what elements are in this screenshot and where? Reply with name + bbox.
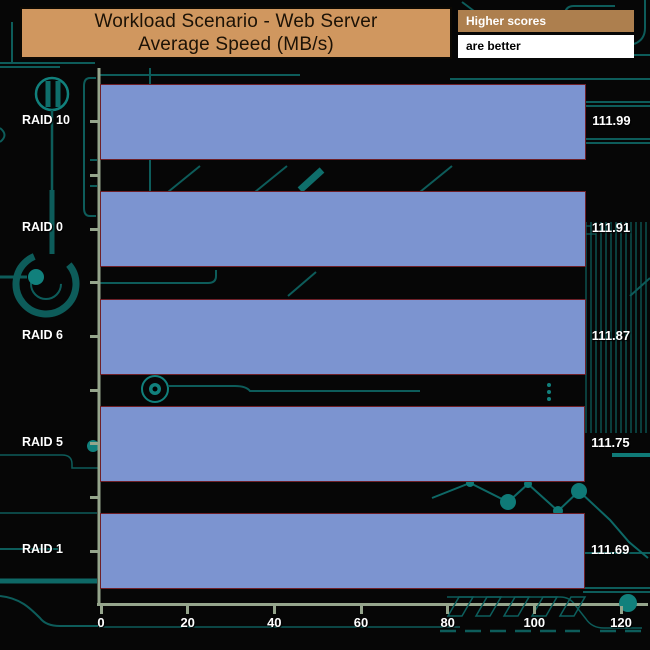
y-tick [90, 281, 99, 285]
x-tick-label: 100 [523, 615, 546, 630]
x-tick [619, 606, 623, 614]
y-tick [90, 120, 99, 124]
value-label: 111.69 [591, 542, 630, 558]
chart-title-line2: Average Speed (MB/s) [138, 34, 334, 55]
legend-are-better: are better [458, 35, 634, 58]
bar [100, 298, 586, 375]
y-tick [90, 227, 99, 231]
bar [100, 405, 586, 482]
x-tick-label: 80 [440, 615, 455, 630]
value-label: 111.99 [592, 112, 631, 128]
x-tick [186, 606, 190, 614]
x-tick [272, 606, 276, 614]
x-tick [359, 606, 363, 614]
bar [100, 513, 585, 590]
y-tick [90, 335, 99, 338]
value-label: 111.75 [591, 434, 630, 450]
category-label: RAID 10 [22, 112, 70, 127]
x-tick [446, 606, 450, 614]
y-tick [90, 173, 99, 177]
x-tick-label: 60 [353, 615, 369, 630]
bar [100, 191, 586, 268]
category-label: RAID 1 [22, 542, 63, 557]
y-tick [90, 442, 99, 446]
category-label: RAID 6 [22, 327, 63, 342]
x-tick-label: 0 [97, 615, 105, 630]
value-label: 111.91 [591, 220, 631, 236]
chart-title: Workload Scenario - Web Server Average S… [20, 7, 452, 59]
chart-title-line1: Workload Scenario - Web Server [94, 11, 378, 32]
x-tick [532, 606, 536, 614]
y-tick [90, 496, 99, 500]
x-tick [99, 606, 103, 614]
y-tick [90, 388, 99, 392]
value-label: 111.87 [591, 327, 631, 343]
x-tick-label: 20 [180, 615, 195, 630]
category-label: RAID 5 [22, 434, 63, 449]
bar [100, 83, 587, 160]
y-tick [90, 549, 99, 553]
x-tick-label: 120 [610, 615, 632, 630]
legend-higher-scores: Higher scores [458, 10, 634, 32]
x-tick-label: 40 [267, 615, 282, 630]
category-label: RAID 0 [22, 220, 63, 235]
